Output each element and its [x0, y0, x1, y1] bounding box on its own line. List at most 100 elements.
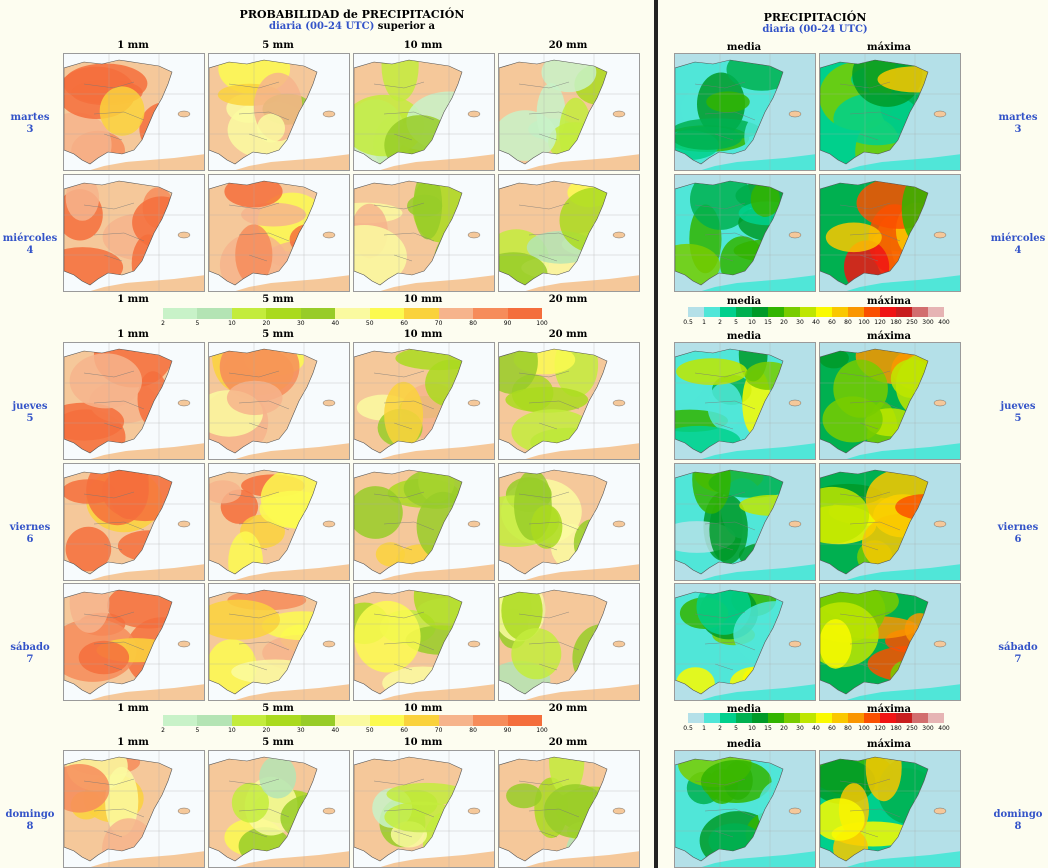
probability-map-0[interactable] [63, 174, 205, 292]
precipitation-map-0[interactable] [674, 342, 816, 460]
colorbar-swatch [300, 308, 336, 319]
colorbar-swatch [438, 715, 474, 726]
probability-map-1[interactable] [208, 463, 350, 581]
colorbar-tick: 15 [764, 725, 772, 732]
precip-title-text: PRECIPITACIÓN [763, 11, 867, 24]
colorbar-tick: 80 [844, 725, 852, 732]
colorbar-swatch [784, 713, 800, 723]
colorbar-swatch [816, 307, 832, 317]
probability-map-0[interactable] [63, 463, 205, 581]
precipitation-map-0[interactable] [674, 53, 816, 171]
colorbar-tick: 80 [469, 727, 477, 734]
colorbar-tick: 120 [874, 725, 886, 732]
colorbar-swatch [688, 713, 704, 723]
precipitation-map-0[interactable] [674, 750, 816, 868]
colorbar-swatch [784, 307, 800, 317]
precipitation-map-1[interactable] [819, 750, 961, 868]
probability-map-2[interactable] [353, 53, 495, 171]
threshold-header-0: 1 mm [117, 737, 149, 748]
precip-title: PRECIPITACIÓN diaria (00-24 UTC) [740, 11, 890, 35]
probability-map-3[interactable] [498, 750, 640, 868]
day-name: sábado [10, 642, 50, 653]
probability-map-2[interactable] [353, 174, 495, 292]
colorbar-swatch [752, 307, 768, 317]
colorbar-tick: 100 [536, 727, 548, 734]
colorbar-tick: 20 [780, 725, 788, 732]
colorbar-tick: 15 [764, 319, 772, 326]
probability-title-text: PROBABILIDAD de PRECIPITACIÓN [239, 8, 465, 21]
colorbar-swatch [688, 307, 704, 317]
colorbar-tick: 400 [938, 319, 950, 326]
probability-map-1[interactable] [208, 750, 350, 868]
precip-column-header-0: media [726, 331, 762, 342]
precipitation-map-0[interactable] [674, 174, 816, 292]
colorbar-swatch [231, 715, 267, 726]
probability-subtitle-suffix: superior a [377, 21, 436, 32]
colorbar-tick: 60 [400, 320, 408, 327]
probability-map-0[interactable] [63, 583, 205, 701]
colorbar-tick: 50 [365, 727, 374, 734]
precipitation-map-1[interactable] [819, 583, 961, 701]
colorbar-tick: 20 [262, 727, 271, 734]
precipitation-map-0[interactable] [674, 583, 816, 701]
threshold-footer-3: 20 mm [548, 294, 588, 305]
probability-title: PROBABILIDAD de PRECIPITACIÓN diaria (00… [200, 8, 504, 32]
probability-map-1[interactable] [208, 174, 350, 292]
probability-map-1[interactable] [208, 342, 350, 460]
probability-map-2[interactable] [353, 342, 495, 460]
probability-map-3[interactable] [498, 342, 640, 460]
colorbar-swatch [768, 307, 784, 317]
colorbar-swatch [404, 308, 439, 319]
probability-map-0[interactable] [63, 53, 205, 171]
probability-map-2[interactable] [353, 750, 495, 868]
day-number: 7 [26, 654, 34, 665]
colorbar-swatch [768, 713, 784, 723]
day-name: domingo [993, 809, 1043, 820]
probability-map-2[interactable] [353, 463, 495, 581]
probability-map-1[interactable] [208, 53, 350, 171]
colorbar-tick: 10 [748, 725, 756, 732]
colorbar-tick: 120 [874, 319, 886, 326]
precipitation-map-1[interactable] [819, 342, 961, 460]
day-name: miércoles [2, 233, 58, 244]
colorbar-tick: 90 [503, 727, 512, 734]
probability-map-3[interactable] [498, 53, 640, 171]
probability-map-0[interactable] [63, 750, 205, 868]
probability-map-3[interactable] [498, 174, 640, 292]
colorbar-tick: 1 [702, 319, 706, 326]
colorbar-tick: 10 [228, 320, 236, 327]
day-number: 5 [26, 413, 34, 424]
colorbar-swatch [369, 715, 405, 726]
colorbar-tick: 5 [195, 727, 200, 734]
probability-map-0[interactable] [63, 342, 205, 460]
colorbar-tick: 70 [434, 727, 443, 734]
day-number: 3 [26, 124, 34, 135]
colorbar-tick: 20 [262, 320, 271, 327]
probability-map-1[interactable] [208, 583, 350, 701]
probability-map-2[interactable] [353, 583, 495, 701]
precipitation-colorbar-ticks: 0.5 1 2 5 10 15 20 30 40 60 80 100 120 180 250 300 400 [683, 319, 950, 327]
colorbar-swatch [912, 307, 928, 317]
precipitation-map-1[interactable] [819, 53, 961, 171]
day-label-right: sábado 7 [988, 642, 1048, 666]
precipitation-map-1[interactable] [819, 174, 961, 292]
colorbar-swatch [473, 308, 508, 319]
colorbar-tick: 90 [503, 320, 512, 327]
colorbar-tick: 5 [734, 725, 738, 732]
colorbar-tick: 40 [331, 320, 340, 327]
day-number: 4 [1014, 245, 1022, 256]
colorbar-swatch [704, 307, 720, 317]
precipitation-map-0[interactable] [674, 463, 816, 581]
threshold-footer-2: 10 mm [403, 703, 443, 714]
probability-colorbar-ticks: 2 5 10 20 30 40 50 60 70 80 90 100 [161, 320, 548, 328]
probability-map-3[interactable] [498, 463, 640, 581]
colorbar-tick: 50 [365, 320, 374, 327]
probability-map-3[interactable] [498, 583, 640, 701]
precipitation-map-1[interactable] [819, 463, 961, 581]
colorbar-swatch [864, 713, 880, 723]
precip-subtitle: diaria (00-24 UTC) [762, 24, 868, 35]
day-name: sábado [998, 642, 1038, 653]
colorbar-tick: 180 [890, 319, 902, 326]
colorbar-tick: 5 [734, 319, 738, 326]
colorbar-swatch [704, 713, 720, 723]
